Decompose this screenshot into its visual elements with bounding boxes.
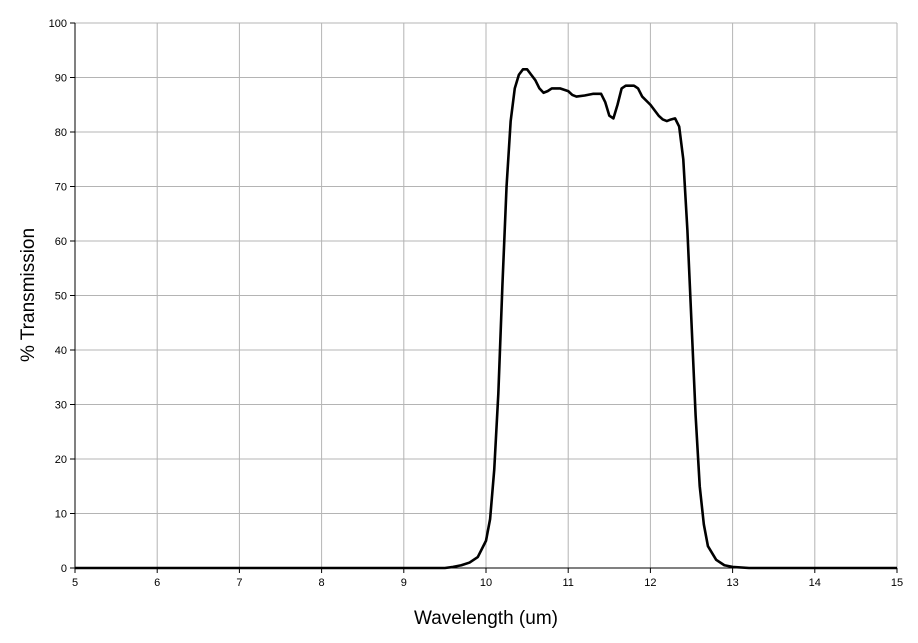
y-tick-label: 20 [55, 454, 67, 466]
y-tick-label: 60 [55, 236, 67, 248]
x-tick-label: 8 [319, 577, 325, 589]
x-tick-label: 10 [480, 577, 492, 589]
y-tick-label: 70 [55, 182, 67, 194]
x-tick-label: 12 [644, 577, 656, 589]
x-tick-label: 7 [236, 577, 242, 589]
y-tick-label: 50 [55, 291, 67, 303]
y-tick-label: 0 [61, 563, 67, 575]
x-tick-label: 15 [891, 577, 903, 589]
y-tick-label: 80 [55, 127, 67, 139]
y-tick-label: 90 [55, 73, 67, 85]
x-tick-label: 14 [809, 577, 821, 589]
x-tick-label: 9 [401, 577, 407, 589]
y-axis-title: % Transmission [18, 228, 39, 362]
y-tick-label: 100 [49, 18, 67, 30]
y-tick-label: 40 [55, 345, 67, 357]
data-line [75, 68, 897, 570]
x-tick-label: 5 [72, 577, 78, 589]
x-tick-label: 11 [562, 577, 573, 589]
x-axis-title: Wavelength (um) [414, 608, 558, 629]
y-tick-label: 10 [55, 509, 67, 521]
x-tick-label: 13 [726, 577, 738, 589]
y-tick-label: 30 [55, 400, 67, 412]
x-tick-label: 6 [154, 577, 160, 589]
